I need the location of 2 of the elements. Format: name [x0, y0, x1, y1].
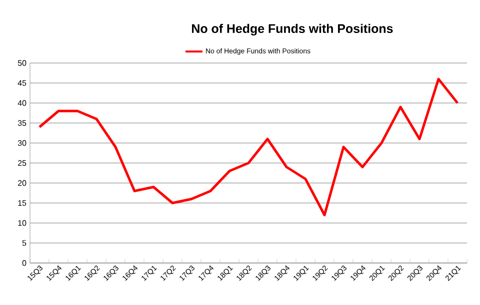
line-series — [38, 78, 459, 216]
chart-title: No of Hedge Funds with Positions — [192, 24, 393, 36]
